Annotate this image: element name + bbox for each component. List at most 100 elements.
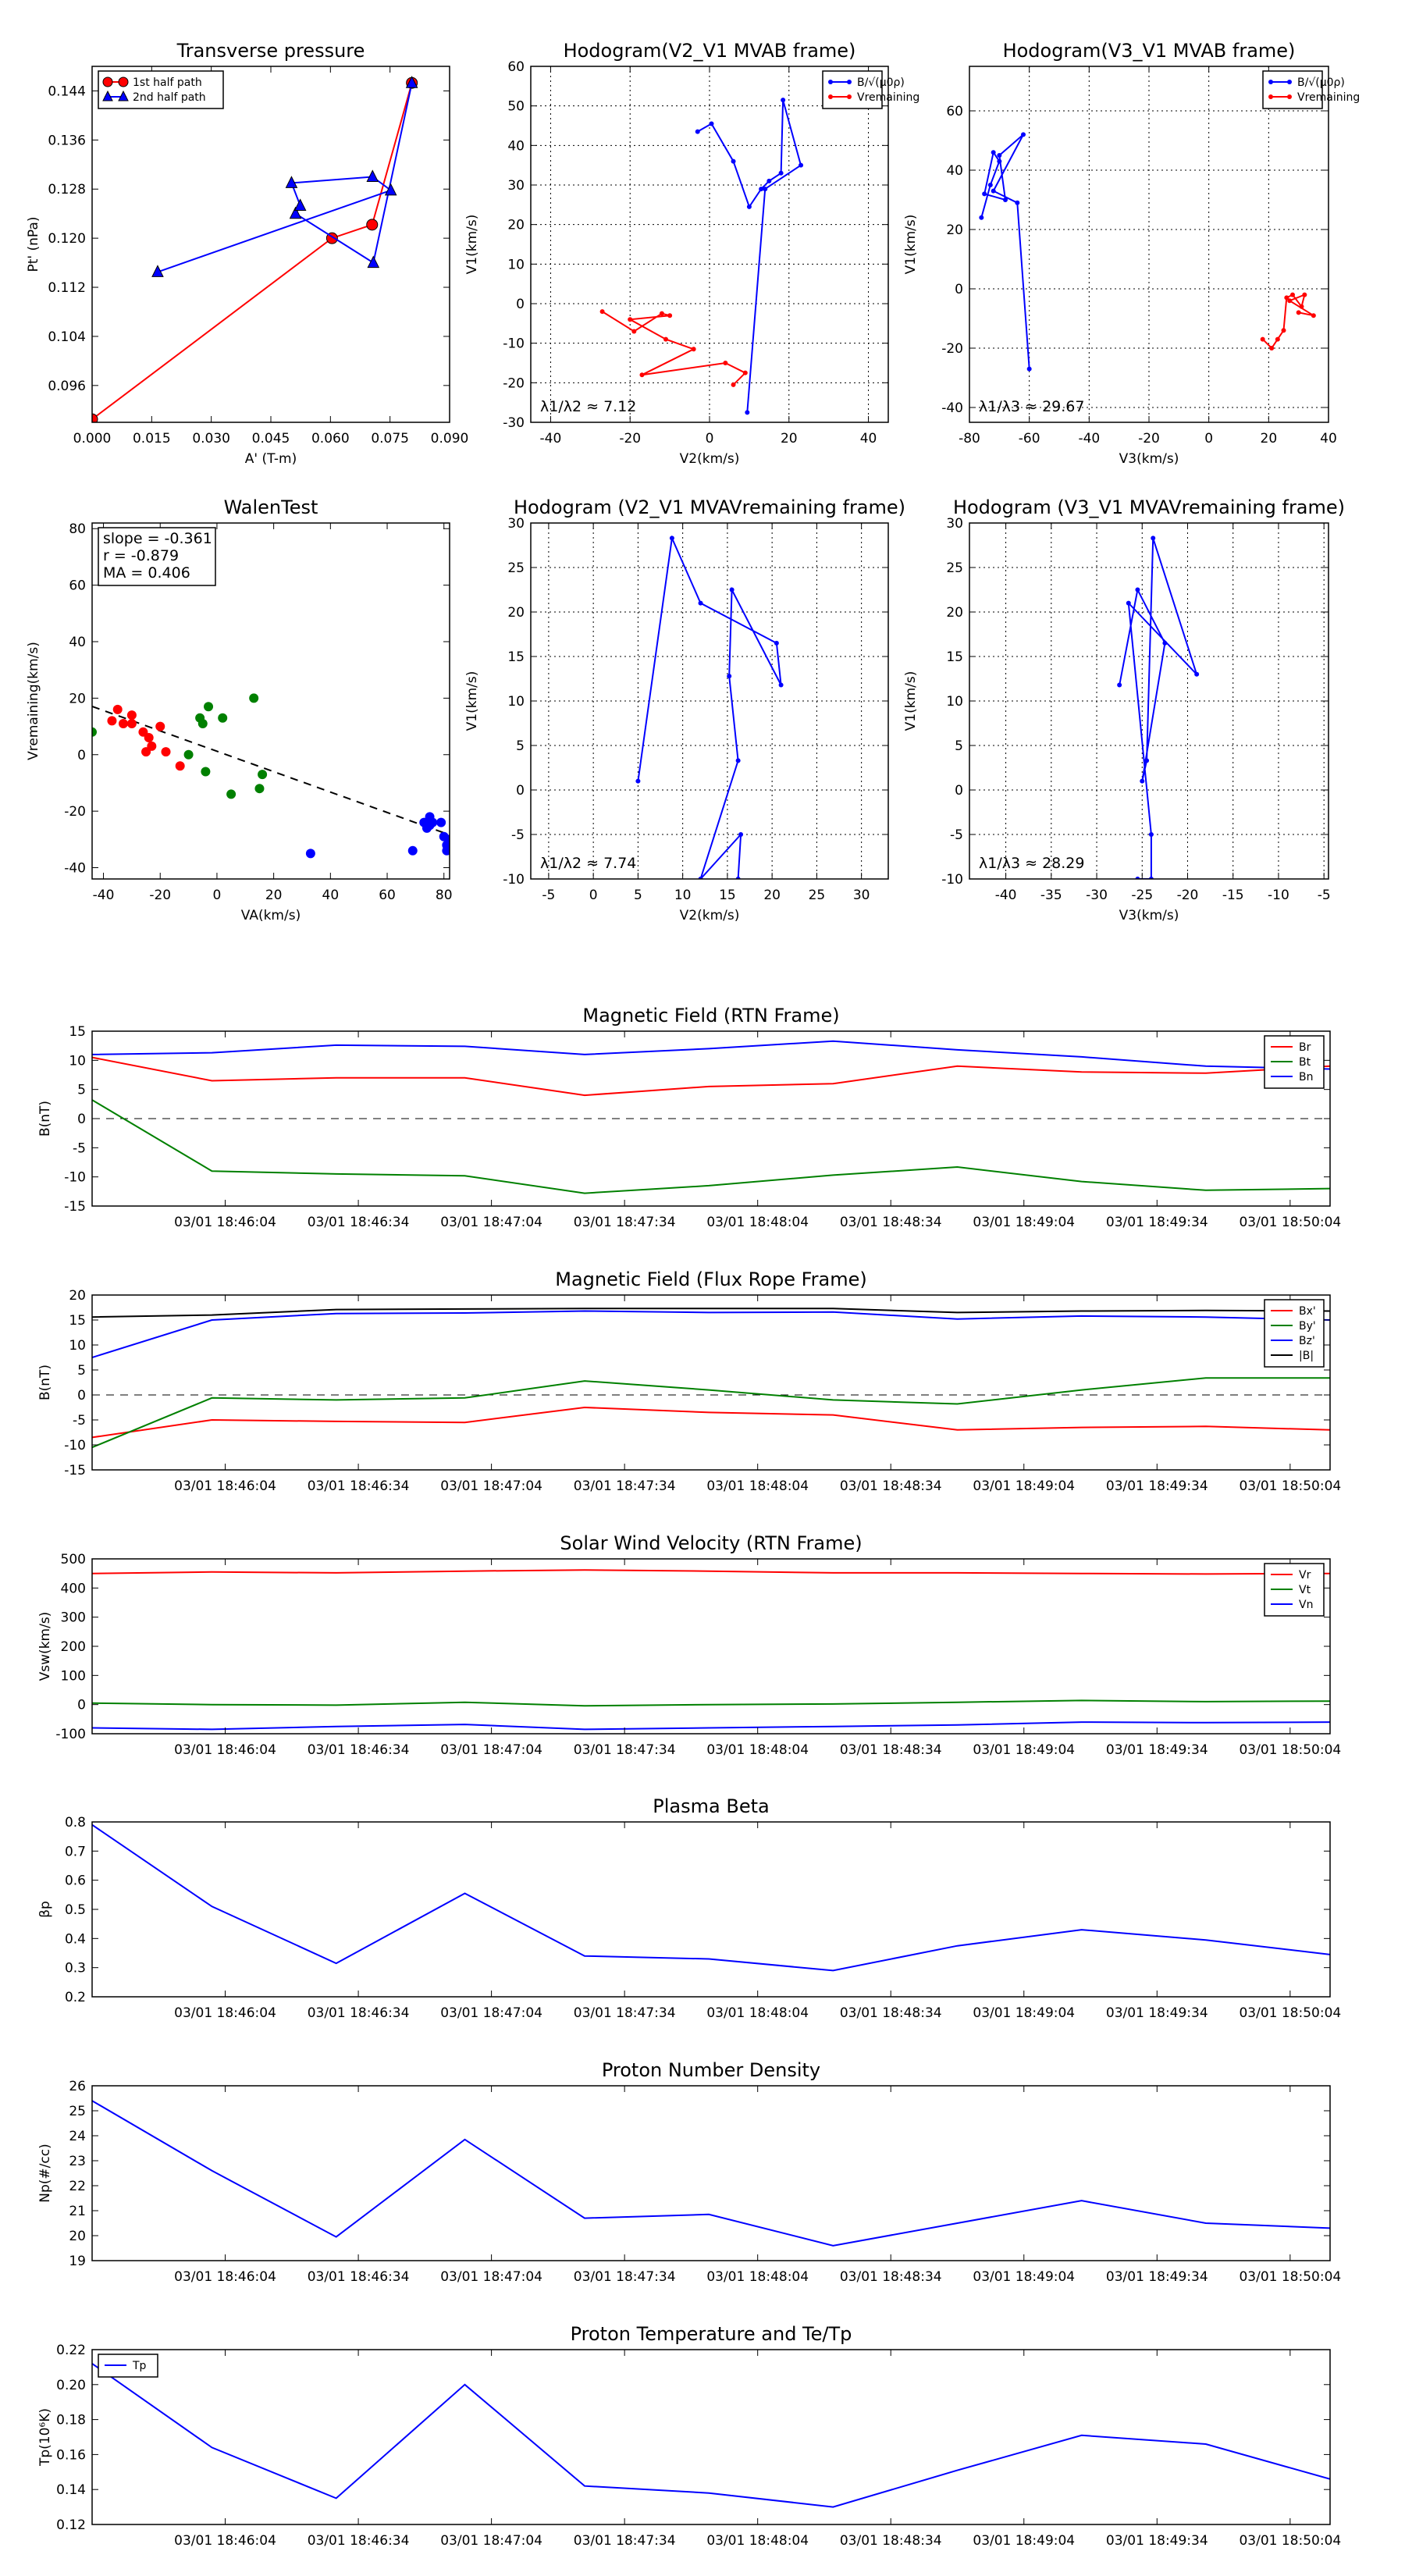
legend-label: Br: [1299, 1041, 1311, 1054]
series-line: [1261, 293, 1314, 350]
series-line: [92, 1823, 1330, 1972]
x-tick-label: -40: [995, 888, 1017, 903]
data-point: [126, 710, 137, 720]
data-point: [759, 187, 764, 192]
data-point: [407, 845, 418, 856]
data-point: [663, 336, 669, 342]
y-tick-label: 0.5: [65, 1902, 86, 1918]
series-line: [92, 1406, 1330, 1439]
legend-label: Bz': [1299, 1335, 1315, 1347]
x-tick-label: -80: [959, 431, 980, 447]
series-0: [635, 535, 784, 879]
series-line: [92, 1377, 1330, 1449]
legend-label: Vr: [1299, 1569, 1311, 1582]
y-tick-label: 15: [69, 1313, 86, 1329]
x-tick-label: -35: [1040, 888, 1062, 903]
x-tick-label: 20: [1261, 431, 1278, 447]
series-br: [92, 1056, 1330, 1097]
y-tick-label: 0.16: [56, 2447, 86, 2463]
series-line: [92, 1310, 1330, 1358]
annotation-box: [98, 527, 216, 586]
x-tick-label: 40: [860, 431, 877, 447]
series-b-0-: [695, 98, 804, 415]
series-line: [92, 1308, 1330, 1318]
x-tick-label: 03/01 18:48:04: [706, 1215, 809, 1230]
data-point: [1021, 132, 1026, 137]
annotation-text: MA = 0.406: [103, 564, 190, 582]
x-tick-label: 03/01 18:49:34: [1106, 1742, 1208, 1758]
series-vn: [92, 1721, 1330, 1731]
y-tick-label: -40: [64, 861, 86, 877]
x-tick-label: 03/01 18:48:34: [840, 2533, 942, 2549]
y-tick-label: 100: [61, 1668, 86, 1684]
data-point: [92, 413, 98, 422]
x-tick-label: 10: [674, 888, 692, 903]
y-tick-label: 5: [77, 1083, 86, 1098]
x-tick-label: 03/01 18:48:04: [706, 2269, 809, 2285]
data-point: [144, 733, 154, 743]
x-tick-label: 03/01 18:50:04: [1239, 2005, 1341, 2021]
data-point: [1117, 682, 1122, 688]
data-point: [727, 674, 732, 679]
data-point: [695, 129, 700, 134]
magnetic-field-flux-rope-chart: Magnetic Field (Flux Rope Frame) 03/01 18…: [37, 1268, 1341, 1494]
data-point: [1151, 535, 1156, 541]
x-tick-label: 03/01 18:47:34: [574, 2269, 676, 2285]
chart-title: Hodogram (V3_V1 MVAVremaining frame): [953, 496, 1345, 518]
x-tick-label: 03/01 18:47:34: [574, 2005, 676, 2021]
data-point: [767, 178, 772, 183]
x-tick-label: 03/01 18:46:34: [308, 1215, 410, 1230]
chart-title: WalenTest: [224, 496, 318, 518]
series-line: [92, 2363, 1330, 2508]
y-tick-label: 0.120: [48, 231, 86, 247]
series-0: [1117, 535, 1200, 879]
x-axis-label: V2(km/s): [680, 908, 740, 923]
y-axis-label: Pt' (nPa): [26, 217, 41, 272]
y-tick-label: 5: [955, 738, 963, 754]
x-tick-label: 0.090: [431, 431, 469, 447]
data-point: [1269, 346, 1275, 350]
hodogram-v3-v1-mvav-chart: Hodogram (V3_V1 MVAVremaining frame) -40 -…: [903, 496, 1345, 923]
data-point: [155, 721, 165, 731]
y-tick-label: 60: [507, 59, 525, 75]
data-point: [729, 587, 735, 592]
x-tick-label: 03/01 18:50:04: [1239, 1478, 1341, 1494]
data-point: [738, 832, 744, 837]
data-point: [997, 158, 1002, 164]
y-tick-label: 0.3: [65, 1961, 86, 1976]
x-tick-label: 03/01 18:46:34: [308, 1478, 410, 1494]
y-tick-label: 25: [507, 560, 525, 576]
x-tick-label: 03/01 18:49:34: [1106, 1478, 1208, 1494]
y-tick-label: -10: [64, 1170, 86, 1186]
x-tick-label: 03/01 18:48:04: [706, 1742, 809, 1758]
series-vremaining: [599, 309, 748, 387]
series-line: [92, 1721, 1330, 1731]
plot-frame: [91, 2349, 1331, 2525]
y-tick-label: 10: [946, 694, 963, 710]
x-tick-label: 80: [436, 888, 453, 903]
legend-label: Bn: [1299, 1071, 1313, 1083]
x-tick-label: 03/01 18:49:04: [973, 1215, 1075, 1230]
y-tick-label: 0.14: [56, 2482, 86, 2498]
y-axis-label: V1(km/s): [903, 215, 919, 275]
x-tick-label: 03/01 18:47:34: [574, 1742, 676, 1758]
y-tick-label: 21: [69, 2204, 86, 2219]
legend-label: Bt: [1299, 1056, 1311, 1069]
data-point: [201, 767, 211, 777]
y-tick-label: -5: [73, 1140, 86, 1156]
series-line: [697, 99, 802, 413]
hodogram-v2-v1-mvav-chart: Hodogram (V2_V1 MVAVremaining frame) -5 0 5…: [464, 496, 905, 923]
x-tick-label: 03/01 18:49:04: [973, 2269, 1075, 2285]
y-tick-label: 0.4: [65, 1931, 86, 1947]
data-point: [799, 162, 804, 168]
magnetic-field-rtn-chart: Magnetic Field (RTN Frame) 03/01 18:46:04…: [37, 1005, 1341, 1230]
data-point: [1296, 310, 1301, 315]
y-tick-label: -5: [73, 1413, 86, 1429]
data-point: [405, 76, 418, 88]
data-point: [731, 158, 736, 164]
chart-title: Proton Temperature and Te/Tp: [571, 2323, 852, 2345]
data-point: [659, 311, 664, 316]
y-tick-label: 40: [507, 138, 525, 154]
series-0: [92, 2100, 1330, 2247]
y-tick-label: -20: [941, 341, 963, 357]
